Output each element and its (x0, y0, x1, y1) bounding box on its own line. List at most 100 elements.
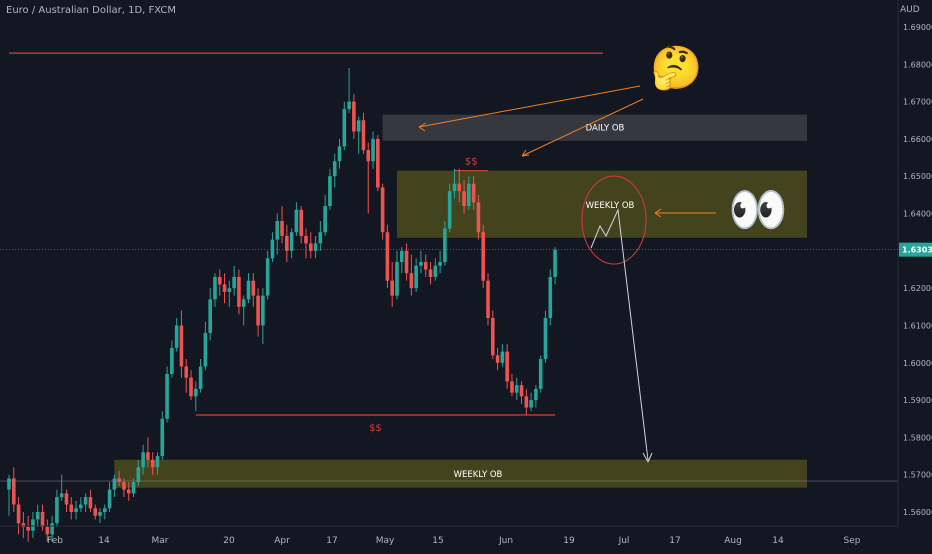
candle-body (165, 373, 169, 419)
symbol-title: Euro / Australian Dollar, 1D, FXCM (6, 5, 177, 16)
candle-body (131, 482, 136, 494)
candle-body (481, 232, 486, 281)
candle-body (261, 295, 265, 326)
time-tick-label: Mar (152, 536, 169, 546)
candle-body (160, 418, 165, 457)
candle-body (150, 459, 155, 468)
candle-body (380, 187, 385, 233)
candle-body (519, 385, 524, 397)
candle-body (64, 493, 69, 505)
candle-body (256, 295, 260, 326)
candle-body (88, 497, 93, 509)
candle-body (7, 478, 11, 490)
price-tick-label: 1.59000 (903, 396, 932, 405)
candle-body (332, 161, 337, 177)
candle-body (241, 299, 246, 307)
liquidity-label: $$ (369, 423, 382, 434)
candle-body (299, 209, 303, 236)
candle-body (55, 497, 59, 524)
candle-body (203, 332, 208, 367)
thinking-emoji: 🤔 (650, 43, 703, 92)
candle-body (385, 232, 390, 281)
candle-body (208, 299, 212, 333)
orange-arrow-line (418, 85, 641, 128)
candle-body (390, 280, 394, 296)
candle-body (462, 191, 466, 207)
candle-body (189, 377, 193, 397)
zones-layer: DAILY OB WEEKLY OB (114, 114, 807, 488)
candle-body (553, 249, 557, 277)
candle-body (107, 489, 112, 509)
time-tick-label: Sep (844, 536, 861, 546)
time-tick-label: 15 (432, 536, 443, 546)
candle-body (371, 138, 375, 162)
time-tick-label: Aug (724, 536, 742, 546)
candle-body (237, 276, 241, 307)
candle-body (93, 508, 98, 516)
projection-arrow-head (642, 452, 653, 463)
order-block-zone (114, 459, 807, 488)
candle-body (376, 138, 380, 188)
candle-body (419, 262, 423, 266)
candle-body (313, 243, 318, 251)
price-axis[interactable]: 1.69000 1.68000 1.67000 1.66000 1.65000 1.640… (0, 23, 932, 517)
candle-body (548, 276, 553, 318)
price-tick-label: 1.65000 (903, 172, 932, 181)
zone-label: DAILY OB (586, 124, 625, 134)
candle-body (304, 235, 308, 244)
candle-body (347, 101, 351, 110)
weekly-ob-circle (581, 175, 647, 265)
currency-label: AUD (900, 5, 920, 15)
candle-body (50, 523, 54, 535)
candle-body (31, 519, 35, 531)
candle-body (433, 265, 438, 277)
orange-arrow-head (521, 149, 530, 157)
candle-body (328, 176, 332, 207)
candle-body (11, 478, 16, 505)
candle-body (35, 512, 40, 520)
candle-body (246, 280, 251, 300)
candle-body (366, 150, 371, 162)
candle-body (452, 183, 457, 192)
candle-body (399, 250, 404, 263)
candle-body (117, 478, 121, 483)
price-tick-label: 1.61000 (903, 321, 932, 330)
candle-body (74, 508, 78, 512)
candle-body (543, 318, 548, 360)
candle-body (423, 262, 428, 270)
candle-body (69, 504, 74, 512)
candle-body (529, 400, 533, 408)
candle-body (213, 276, 217, 300)
candle-body (486, 280, 490, 318)
candle-body (45, 526, 50, 535)
candle-body (414, 265, 418, 289)
candle-body (337, 146, 342, 162)
orange-arrow-line (521, 98, 644, 157)
annotations-layer: WEEKLY OB (0, 85, 898, 482)
eyes-emoji: 👀 (728, 182, 788, 238)
price-tick-label: 1.60000 (903, 359, 932, 368)
liquidity-label: $$ (465, 157, 478, 168)
candle-body (428, 269, 433, 277)
time-tick-label: Jul (618, 536, 630, 546)
projection-path (590, 208, 649, 461)
candle-body (126, 489, 131, 494)
candle-body (146, 452, 150, 460)
candle-body (98, 512, 102, 516)
candle-body (217, 276, 222, 285)
candle-body (514, 385, 519, 393)
candle-body (112, 478, 117, 490)
candle-body (409, 273, 414, 289)
price-tick-label: 1.69000 (903, 23, 932, 32)
price-tick-label: 1.68000 (903, 60, 932, 69)
candle-body (510, 381, 514, 393)
candle-body (352, 101, 356, 132)
zone-label: WEEKLY OB (454, 470, 503, 480)
candle-body (457, 183, 462, 192)
price-tick-label: 1.64000 (903, 210, 932, 219)
time-axis[interactable]: Feb 14 Mar 20 Apr 17 May 15 Jun 19 Jul 17 Aug 14 Sep (47, 536, 861, 546)
time-tick-label: Apr (274, 536, 290, 546)
price-tick-label: 1.62000 (903, 284, 932, 293)
